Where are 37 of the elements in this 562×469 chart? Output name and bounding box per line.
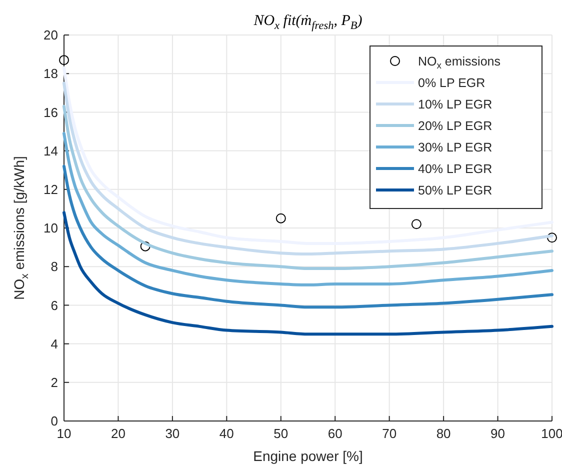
- x-tick-label: 80: [436, 426, 451, 441]
- y-tick-label: 14: [44, 143, 58, 158]
- x-tick-label: 50: [274, 426, 288, 441]
- x-tick-label: 30: [165, 426, 180, 441]
- line-series: [62, 164, 554, 309]
- point: [140, 241, 150, 252]
- legend-label: 50% LP EGR: [418, 183, 492, 198]
- y-tick-label: 8: [50, 259, 58, 274]
- legend-label: 40% LP EGR: [418, 162, 492, 176]
- legend-label: 20% LP EGR: [418, 118, 492, 133]
- line-series: [62, 211, 554, 336]
- x-tick-label: 60: [328, 426, 342, 441]
- y-tick-label: 0: [50, 414, 58, 429]
- legend-label: 30% LP EGR: [418, 140, 492, 154]
- legend-label: 10% LP EGR: [418, 97, 492, 112]
- legend-label: 0% LP EGR: [418, 76, 486, 90]
- x-axis-title: Engine power [%]: [253, 448, 363, 464]
- point: [276, 213, 286, 224]
- chart-title: NO$_{x}$ fit(ṁ$_{fresh}$, P$_{B}$): [252, 13, 362, 32]
- x-tick-label: 100: [541, 426, 562, 441]
- y-tick-label: 6: [50, 298, 58, 313]
- y-tick-label: 4: [50, 336, 58, 352]
- y-tick-label: 16: [44, 104, 58, 120]
- x-tick-label: 40: [219, 426, 234, 441]
- legend-label: NO$_{x}$ emissions: [418, 54, 500, 71]
- y-tick-label: 12: [44, 182, 58, 197]
- x-tick-label: 70: [382, 426, 397, 441]
- y-tick-label: 10: [44, 220, 58, 236]
- point: [547, 232, 557, 243]
- x-tick-label: 90: [490, 426, 506, 441]
- x-tick-label: 20: [110, 426, 126, 441]
- point: [411, 219, 422, 230]
- point: [59, 55, 69, 66]
- y-tick-label: 2: [50, 374, 58, 390]
- y-tick-label: 20: [44, 28, 58, 43]
- line-series: [62, 132, 554, 286]
- y-tick-label: 18: [44, 66, 58, 82]
